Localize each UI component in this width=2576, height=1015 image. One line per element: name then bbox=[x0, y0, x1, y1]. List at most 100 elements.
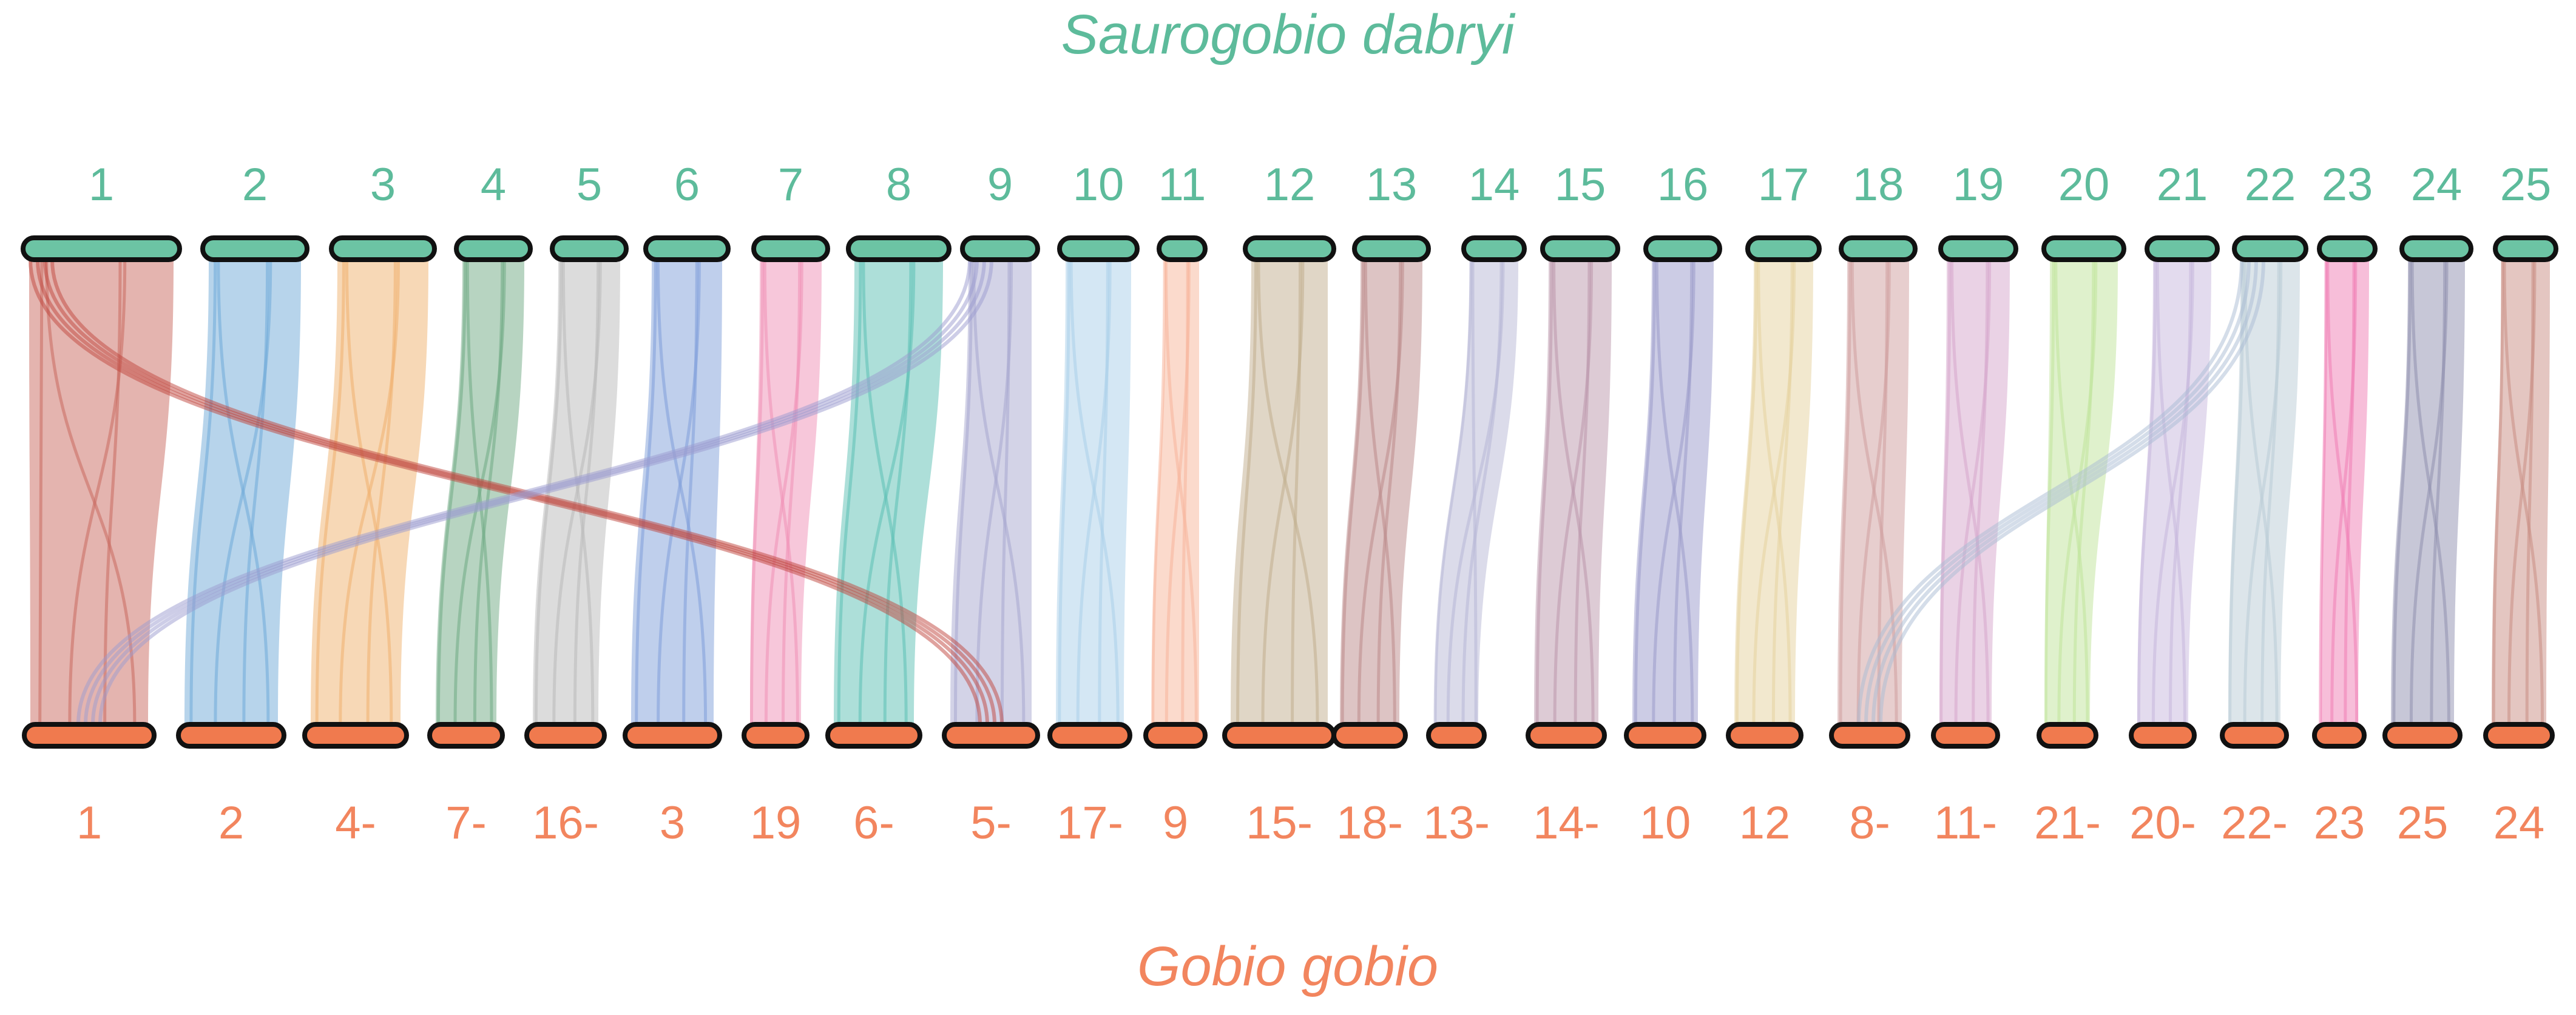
synteny-block-15 bbox=[1534, 259, 1612, 725]
top-chromosome-23: 23 bbox=[2317, 159, 2378, 262]
top-chromosome-bar bbox=[1643, 235, 1722, 262]
top-chromosome-label: 25 bbox=[2500, 159, 2552, 211]
top-chromosome-label: 10 bbox=[1073, 159, 1124, 211]
bottom-chromosome-10: 10 bbox=[1624, 722, 1706, 849]
bottom-chromosome-label: 8- bbox=[1849, 797, 1890, 849]
link-strand bbox=[315, 259, 345, 725]
top-chromosome-5: 5 bbox=[550, 159, 629, 262]
link-strand bbox=[103, 259, 122, 725]
link-strand bbox=[1257, 259, 1319, 725]
link-strand bbox=[1757, 259, 1792, 725]
bottom-chromosome-12: 12 bbox=[1726, 722, 1804, 849]
bottom-chromosome-bar bbox=[176, 722, 286, 749]
synteny-block-22 bbox=[2228, 259, 2300, 725]
bottom-chromosome-1: 1 bbox=[22, 722, 157, 849]
bottom-chromosome-bar bbox=[942, 722, 1040, 749]
bottom-chromosome-label: 17- bbox=[1056, 797, 1123, 849]
top-chromosome-bar bbox=[751, 235, 830, 262]
bottom-chromosome-bar bbox=[825, 722, 922, 749]
top-chromosome-label: 9 bbox=[987, 159, 1013, 211]
top-chromosome-bar bbox=[1540, 235, 1620, 262]
synteny-block-3 bbox=[311, 259, 428, 725]
bottom-chromosome-bar bbox=[1143, 722, 1208, 749]
bottom-chromosome-bar bbox=[742, 722, 810, 749]
bottom-chromosome-bar bbox=[1829, 722, 1910, 749]
bottom-chromosome-label: 22- bbox=[2221, 797, 2288, 849]
synteny-block-2 bbox=[184, 259, 301, 725]
synteny-block-14 bbox=[1433, 259, 1518, 725]
cross-link-strand bbox=[1857, 259, 2243, 725]
top-chromosome-bar bbox=[2145, 235, 2220, 262]
top-chromosome-10: 10 bbox=[1057, 159, 1140, 262]
top-chromosome-label: 16 bbox=[1657, 159, 1709, 211]
top-chromosome-label: 8 bbox=[886, 159, 911, 211]
link-strand bbox=[436, 259, 467, 725]
synteny-block-25 bbox=[2492, 259, 2550, 725]
bottom-chromosome-bar bbox=[1331, 722, 1408, 749]
bottom-chromosome-bar bbox=[1726, 722, 1804, 749]
top-chromosome-17: 17 bbox=[1745, 159, 1822, 262]
top-chromosome-4: 4 bbox=[454, 159, 533, 262]
top-chromosome-label: 1 bbox=[89, 159, 114, 211]
top-chromosome-bar bbox=[1461, 235, 1527, 262]
bottom-chromosome-5-: 5- bbox=[942, 722, 1040, 849]
bottom-chromosome-17-: 17- bbox=[1047, 722, 1132, 849]
bottom-chromosome-4-: 4- bbox=[302, 722, 409, 849]
top-chromosome-bar bbox=[1938, 235, 2018, 262]
top-chromosome-3: 3 bbox=[329, 159, 437, 262]
top-species-title: Saurogobio dabryi bbox=[1061, 4, 1516, 66]
bottom-chromosomes: 1 2 4- 7- 16- 3 19 6- 5- 17- 9 15- 18- 13- 14- 10 12 8- 11… bbox=[22, 722, 2555, 849]
bottom-chromosome-label: 1 bbox=[76, 797, 102, 849]
link-strand bbox=[68, 259, 127, 725]
top-chromosome-label: 13 bbox=[1366, 159, 1418, 211]
top-chromosome-label: 15 bbox=[1555, 159, 1606, 211]
top-chromosome-label: 11 bbox=[1158, 159, 1206, 211]
top-chromosome-bar bbox=[2041, 235, 2126, 262]
top-chromosome-label: 7 bbox=[778, 159, 803, 211]
bottom-chromosome-15-: 15- bbox=[1222, 722, 1336, 849]
bottom-chromosome-bar bbox=[22, 722, 157, 749]
bottom-chromosome-9: 9 bbox=[1143, 722, 1208, 849]
bottom-chromosome-13-: 13- bbox=[1423, 722, 1490, 849]
synteny-block-7 bbox=[749, 259, 822, 725]
bottom-chromosome-2: 2 bbox=[176, 722, 286, 849]
link-strand bbox=[1058, 259, 1070, 725]
top-chromosome-label: 18 bbox=[1853, 159, 1904, 211]
link-strand bbox=[2243, 259, 2279, 725]
link-strand bbox=[2392, 259, 2412, 725]
synteny-block-4 bbox=[436, 259, 524, 725]
bottom-chromosome-22-: 22- bbox=[2220, 722, 2289, 849]
link-strand bbox=[883, 259, 913, 725]
bottom-chromosome-8-: 8- bbox=[1829, 722, 1910, 849]
link-strand bbox=[953, 259, 973, 725]
top-chromosome-label: 20 bbox=[2058, 159, 2110, 211]
link-strand bbox=[1634, 259, 1657, 725]
link-strand bbox=[2503, 259, 2544, 725]
cross-link-strand bbox=[1871, 259, 2258, 725]
top-chromosome-label: 14 bbox=[1469, 159, 1520, 211]
link-strand bbox=[682, 259, 698, 725]
top-chromosome-label: 6 bbox=[674, 159, 700, 211]
bottom-chromosome-label: 19 bbox=[750, 797, 802, 849]
top-chromosome-label: 23 bbox=[2322, 159, 2373, 211]
bottom-chromosome-label: 18- bbox=[1336, 797, 1403, 849]
bottom-chromosome-bar bbox=[2483, 722, 2555, 749]
top-chromosome-bar bbox=[454, 235, 533, 262]
link-strand bbox=[763, 259, 799, 725]
bottom-chromosome-label: 23 bbox=[2314, 797, 2365, 849]
link-strand bbox=[242, 259, 269, 725]
cross-links bbox=[29, 259, 2265, 725]
synteny-block-8 bbox=[834, 259, 943, 725]
link-strand bbox=[1364, 259, 1396, 725]
top-chromosome-19: 19 bbox=[1938, 159, 2018, 262]
cross-link-22-8- bbox=[1857, 259, 2265, 725]
bottom-chromosome-bar bbox=[623, 722, 722, 749]
top-chromosome-bar bbox=[1352, 235, 1431, 262]
top-chromosome-label: 17 bbox=[1758, 159, 1810, 211]
synteny-block-6 bbox=[631, 259, 722, 725]
bottom-chromosome-20-: 20- bbox=[2129, 722, 2197, 849]
bottom-chromosome-bar bbox=[1624, 722, 1706, 749]
top-chromosome-22: 22 bbox=[2232, 159, 2308, 262]
